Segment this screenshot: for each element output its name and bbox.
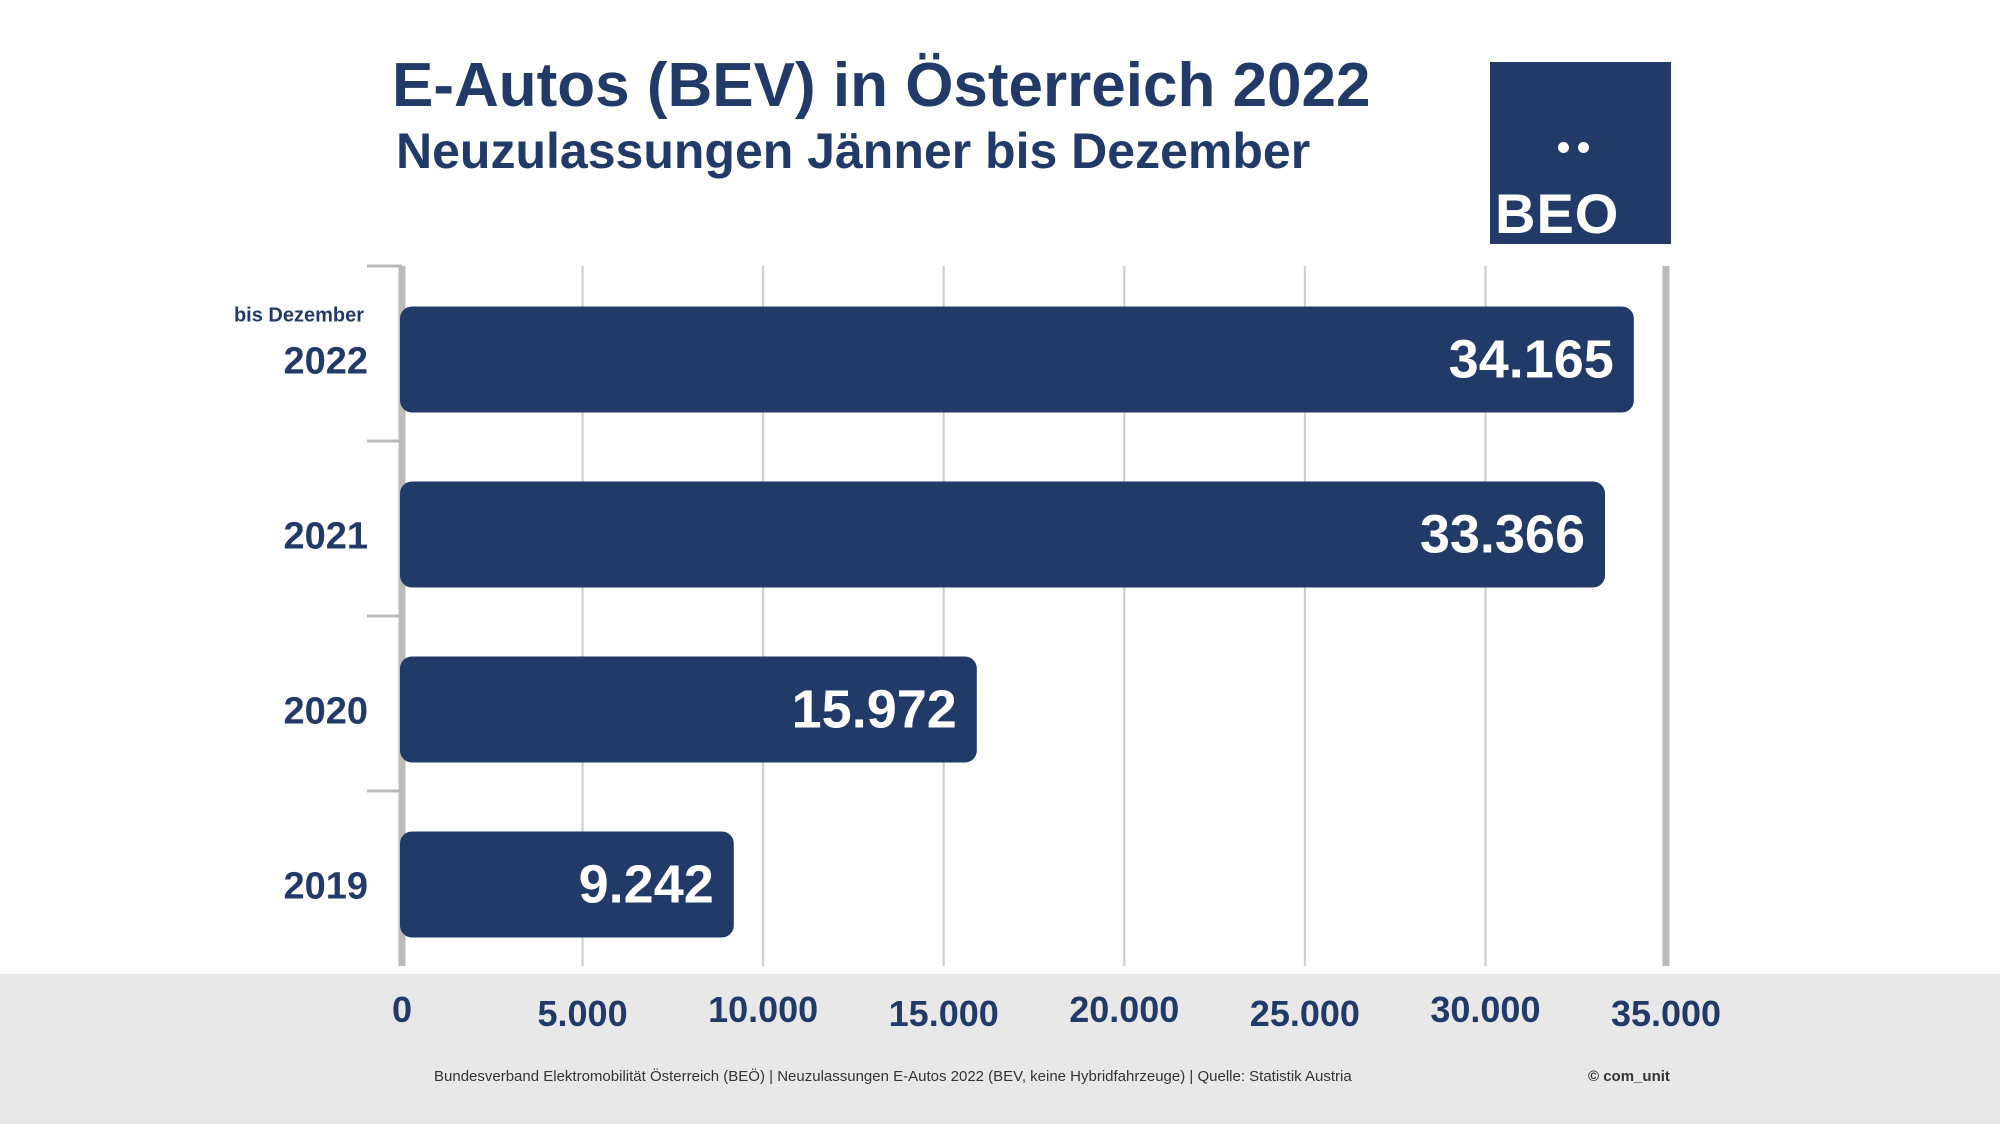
beo-logo: BEO xyxy=(1490,62,1671,245)
x-tick-label: 10.000 xyxy=(708,989,818,1030)
bar-2020 xyxy=(400,656,977,763)
logo-umlaut-dots xyxy=(1558,142,1598,156)
footer-band xyxy=(0,974,2000,1124)
x-tick-label: 20.000 xyxy=(1069,989,1179,1030)
category-label: 2019 xyxy=(283,866,368,908)
x-tick-label: 15.000 xyxy=(889,993,999,1034)
category-label: 2021 xyxy=(283,516,368,558)
x-tick-label: 35.000 xyxy=(1611,993,1721,1034)
footer-copyright: © com_unit xyxy=(1588,1068,1670,1085)
bar-2021 xyxy=(400,481,1605,588)
footer-source: Bundesverband Elektromobilität Österreic… xyxy=(434,1068,1352,1085)
bar-value-label: 15.972 xyxy=(792,680,957,740)
bar-value-label: 9.242 xyxy=(579,855,714,915)
bar-value-label: 34.165 xyxy=(1449,330,1614,390)
x-tick-label: 0 xyxy=(392,989,412,1030)
category-label: 2020 xyxy=(283,691,368,733)
bar-2022 xyxy=(400,306,1634,413)
chart-subtitle: Neuzulassungen Jänner bis Dezember xyxy=(396,123,1311,179)
logo-text: BEO xyxy=(1495,182,1620,245)
category-label: 2022 xyxy=(283,341,368,383)
x-tick-label: 30.000 xyxy=(1430,989,1540,1030)
bar-value-label: 33.366 xyxy=(1420,505,1585,565)
x-tick-label: 25.000 xyxy=(1250,993,1360,1034)
chart-title: E-Autos (BEV) in Österreich 2022 xyxy=(392,51,1371,120)
bar-2019 xyxy=(400,831,734,938)
category-note: bis Dezember xyxy=(234,305,364,327)
x-tick-label: 5.000 xyxy=(538,993,628,1034)
